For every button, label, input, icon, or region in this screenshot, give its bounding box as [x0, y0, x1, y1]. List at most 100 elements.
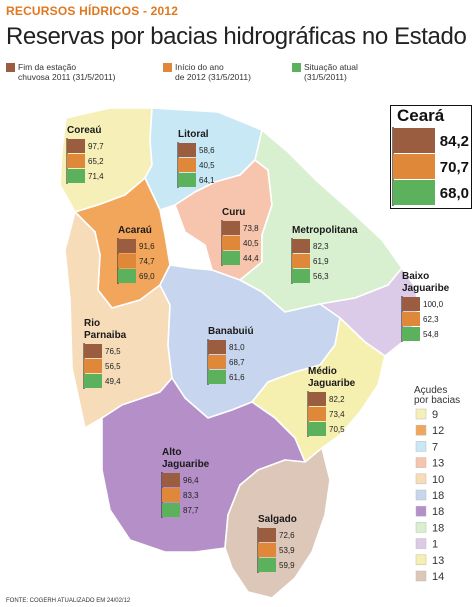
- basin-regions: [59, 107, 419, 599]
- acudes-swatch: [415, 522, 427, 533]
- basin-acarau: Acaraú 91,6 74,7 69,0: [117, 225, 155, 284]
- value-label-metropolitana-s3: 56,3: [313, 272, 329, 281]
- value-label-coreau-s3: 71,4: [88, 172, 104, 181]
- bar-medio-jaguaribe-s3: [308, 422, 326, 436]
- acudes-legend-title-2: por bacias: [414, 395, 460, 406]
- bar-acarau-s2: [118, 254, 136, 268]
- region-salgado: [224, 447, 331, 599]
- legend-swatch-atual: [292, 63, 301, 72]
- state-total-bars: 84,2 70,7 68,0: [392, 127, 469, 206]
- bar-metropolitana-s1: [292, 239, 310, 253]
- bar-banabuiu-s2: [208, 355, 226, 369]
- state-value-s2: 70,7: [440, 159, 469, 176]
- acudes-legend-item: 9: [415, 408, 438, 421]
- page-title: Reservas por bacias hidrográficas no Est…: [6, 23, 467, 50]
- acudes-swatch: [415, 554, 427, 566]
- value-label-alto-jaguaribe-s2: 83,3: [183, 491, 199, 500]
- basin-label-salgado: Salgado: [258, 514, 297, 525]
- acudes-count: 14: [432, 571, 444, 583]
- basin-banabuiu: Banabuiú 81,0 68,7 61,6: [207, 326, 254, 385]
- bar-salgado-s3: [258, 558, 276, 572]
- legend-label-atual-2: (31/5/2011): [304, 72, 347, 82]
- value-label-rio-parnaiba-s2: 56,5: [105, 362, 121, 371]
- basin-label-rio-parnaiba: Rio: [84, 318, 100, 329]
- bar-rio-parnaiba-s3: [84, 374, 102, 388]
- state-total-box: Ceará 84,2 70,7 68,0: [390, 105, 472, 209]
- value-label-litoral-s1: 58,6: [199, 146, 215, 155]
- acudes-count: 1: [432, 539, 438, 551]
- bar-litoral-s1: [178, 143, 196, 157]
- acudes-legend-item: 1: [415, 538, 438, 551]
- basin-coreau: Coreaú 97,7 65,2 71,4: [66, 125, 104, 184]
- acudes-swatch: [415, 457, 427, 468]
- basin-label-alto-jaguaribe: Jaguaribe: [162, 459, 210, 470]
- value-label-banabuiu-s2: 68,7: [229, 358, 245, 367]
- bar-alto-jaguaribe-s2: [162, 488, 180, 502]
- value-label-litoral-s2: 40,5: [199, 161, 215, 170]
- bar-coreau-s2: [67, 154, 85, 168]
- value-label-acarau-s3: 69,0: [139, 272, 155, 281]
- acudes-swatch: [415, 424, 427, 436]
- basin-metropolitana: Metropolitana 82,3 61,9 56,3: [291, 225, 358, 284]
- value-label-banabuiu-s1: 81,0: [229, 343, 245, 352]
- state-bar-s3: [393, 180, 435, 205]
- acudes-legend: Açudes por bacias 9 12 7 13 10 18 18 18 1 13 14: [414, 385, 460, 583]
- bar-baixo-jaguaribe-s2: [402, 312, 420, 326]
- bar-rio-parnaiba-s2: [84, 359, 102, 373]
- value-label-medio-jaguaribe-s3: 70,5: [329, 425, 345, 434]
- basin-label-banabuiu: Banabuiú: [208, 326, 254, 337]
- basin-label-litoral: Litoral: [178, 129, 209, 140]
- acudes-count: 18: [432, 490, 444, 502]
- basin-label-medio-jaguaribe: Jaguaribe: [308, 378, 356, 389]
- legend-label-atual-1: Situação atual: [304, 62, 358, 72]
- bar-baixo-jaguaribe-s1: [402, 297, 420, 311]
- bar-medio-jaguaribe-s2: [308, 407, 326, 421]
- acudes-swatch: [415, 408, 427, 420]
- legend-swatch-fim: [6, 63, 15, 72]
- bar-salgado-s1: [258, 528, 276, 542]
- bar-salgado-s2: [258, 543, 276, 557]
- value-label-rio-parnaiba-s1: 76,5: [105, 347, 121, 356]
- acudes-count: 18: [432, 506, 444, 518]
- bar-litoral-s3: [178, 173, 196, 187]
- basin-label-medio-jaguaribe: Médio: [308, 366, 337, 377]
- basin-curu: Curu 73,8 40,5 44,4: [221, 207, 259, 266]
- acudes-legend-item: 10: [415, 473, 444, 486]
- acudes-legend-item: 13: [415, 457, 444, 470]
- value-label-medio-jaguaribe-s2: 73,4: [329, 410, 345, 419]
- value-label-curu-s1: 73,8: [243, 224, 259, 233]
- bar-baixo-jaguaribe-s3: [402, 327, 420, 341]
- acudes-count: 9: [432, 409, 438, 421]
- bar-coreau-s3: [67, 169, 85, 183]
- value-label-coreau-s2: 65,2: [88, 157, 104, 166]
- value-label-litoral-s3: 64,1: [199, 176, 215, 185]
- value-label-rio-parnaiba-s3: 49,4: [105, 377, 121, 386]
- bar-banabuiu-s1: [208, 340, 226, 354]
- acudes-count: 13: [432, 555, 444, 567]
- bar-rio-parnaiba-s1: [84, 344, 102, 358]
- bar-alto-jaguaribe-s3: [162, 503, 180, 517]
- legend-label-fim-2: chuvosa 2011 (31/5/2011): [18, 72, 116, 82]
- basin-label-acarau: Acaraú: [118, 225, 152, 236]
- state-bar-s2: [393, 154, 435, 179]
- value-label-baixo-jaguaribe-s3: 54,8: [423, 330, 439, 339]
- acudes-swatch: [415, 505, 427, 517]
- basin-label-metropolitana: Metropolitana: [292, 225, 358, 236]
- value-label-coreau-s1: 97,7: [88, 142, 104, 151]
- acudes-swatch: [415, 538, 427, 549]
- bar-curu-s1: [222, 221, 240, 235]
- state-bar-s1: [393, 128, 435, 153]
- legend-label-fim-1: Fim da estação: [18, 62, 77, 72]
- legend-swatch-inicio: [163, 63, 172, 72]
- bar-banabuiu-s3: [208, 370, 226, 384]
- basin-label-curu: Curu: [222, 207, 245, 218]
- bar-coreau-s1: [67, 139, 85, 153]
- value-label-salgado-s3: 59,9: [279, 561, 295, 570]
- value-label-curu-s3: 44,4: [243, 254, 259, 263]
- acudes-legend-item: 12: [415, 424, 444, 437]
- legend-label-inicio-2: de 2012 (31/5/2011): [175, 72, 251, 82]
